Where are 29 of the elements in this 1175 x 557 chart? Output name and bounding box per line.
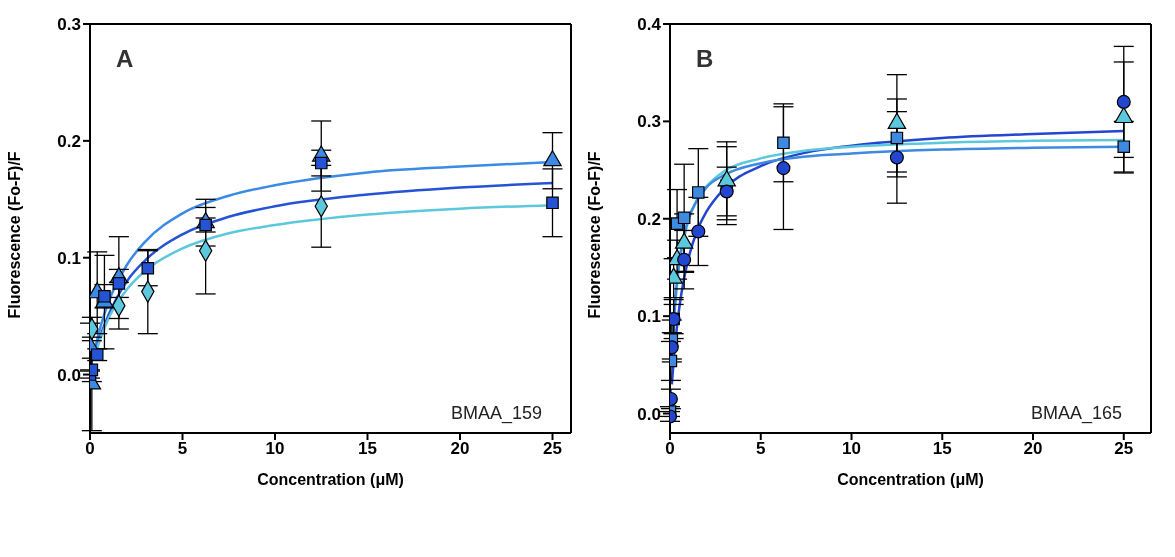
y-axis-title: Fluorescence (Fo-F)/F xyxy=(5,151,23,319)
x-tick-label: 20 xyxy=(450,439,470,459)
x-tick-label: 0 xyxy=(665,439,675,459)
annotation: BMAA_165 xyxy=(1030,402,1122,425)
y-tick-label: 0.1 xyxy=(637,307,661,327)
x-tick-label: 5 xyxy=(756,439,766,459)
y-tick-label: 0.2 xyxy=(637,209,661,229)
y-tick-label: 0.2 xyxy=(57,131,81,151)
annotation: A xyxy=(116,45,134,73)
x-axis-title: Concentration (μM) xyxy=(257,471,404,488)
y-tick-label: 0.3 xyxy=(637,112,661,132)
y-axis-title: Fluorescence (Fo-F)/F xyxy=(585,151,603,319)
x-tick-label: 0 xyxy=(85,439,95,459)
annotation: BMAA_159 xyxy=(450,402,542,425)
x-tick-label: 10 xyxy=(842,439,861,459)
x-tick-label: 20 xyxy=(1023,439,1043,459)
y-tick-label: 0.4 xyxy=(637,15,662,35)
annotation: B xyxy=(696,45,714,73)
y-tick-label: 0.3 xyxy=(57,15,81,35)
x-tick-label: 5 xyxy=(177,439,188,459)
y-tick-label: 0.0 xyxy=(57,365,81,385)
y-tick-label: 0.0 xyxy=(637,404,661,424)
x-tick-label: 15 xyxy=(358,439,377,459)
x-tick-label: 25 xyxy=(1114,439,1134,459)
x-axis-title: Concentration (μM) xyxy=(837,471,984,488)
x-tick-label: 10 xyxy=(265,439,285,459)
x-tick-label: 25 xyxy=(543,439,562,459)
x-tick-label: 15 xyxy=(932,439,952,459)
y-tick-label: 0.1 xyxy=(57,248,81,268)
